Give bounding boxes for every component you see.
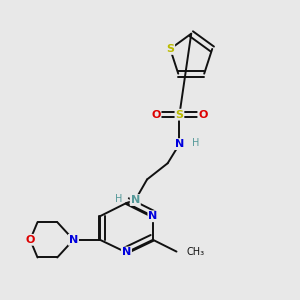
Text: O: O <box>151 110 160 120</box>
Text: CH₃: CH₃ <box>187 247 205 256</box>
Text: N: N <box>69 235 78 245</box>
Text: S: S <box>166 44 174 54</box>
Text: N: N <box>148 211 158 221</box>
Text: N: N <box>175 139 184 149</box>
Text: N: N <box>122 248 131 257</box>
Text: N: N <box>131 195 140 205</box>
Text: H: H <box>116 194 123 204</box>
Text: H: H <box>192 138 199 148</box>
Text: O: O <box>26 235 35 245</box>
Text: S: S <box>176 110 183 120</box>
Text: O: O <box>198 110 208 120</box>
